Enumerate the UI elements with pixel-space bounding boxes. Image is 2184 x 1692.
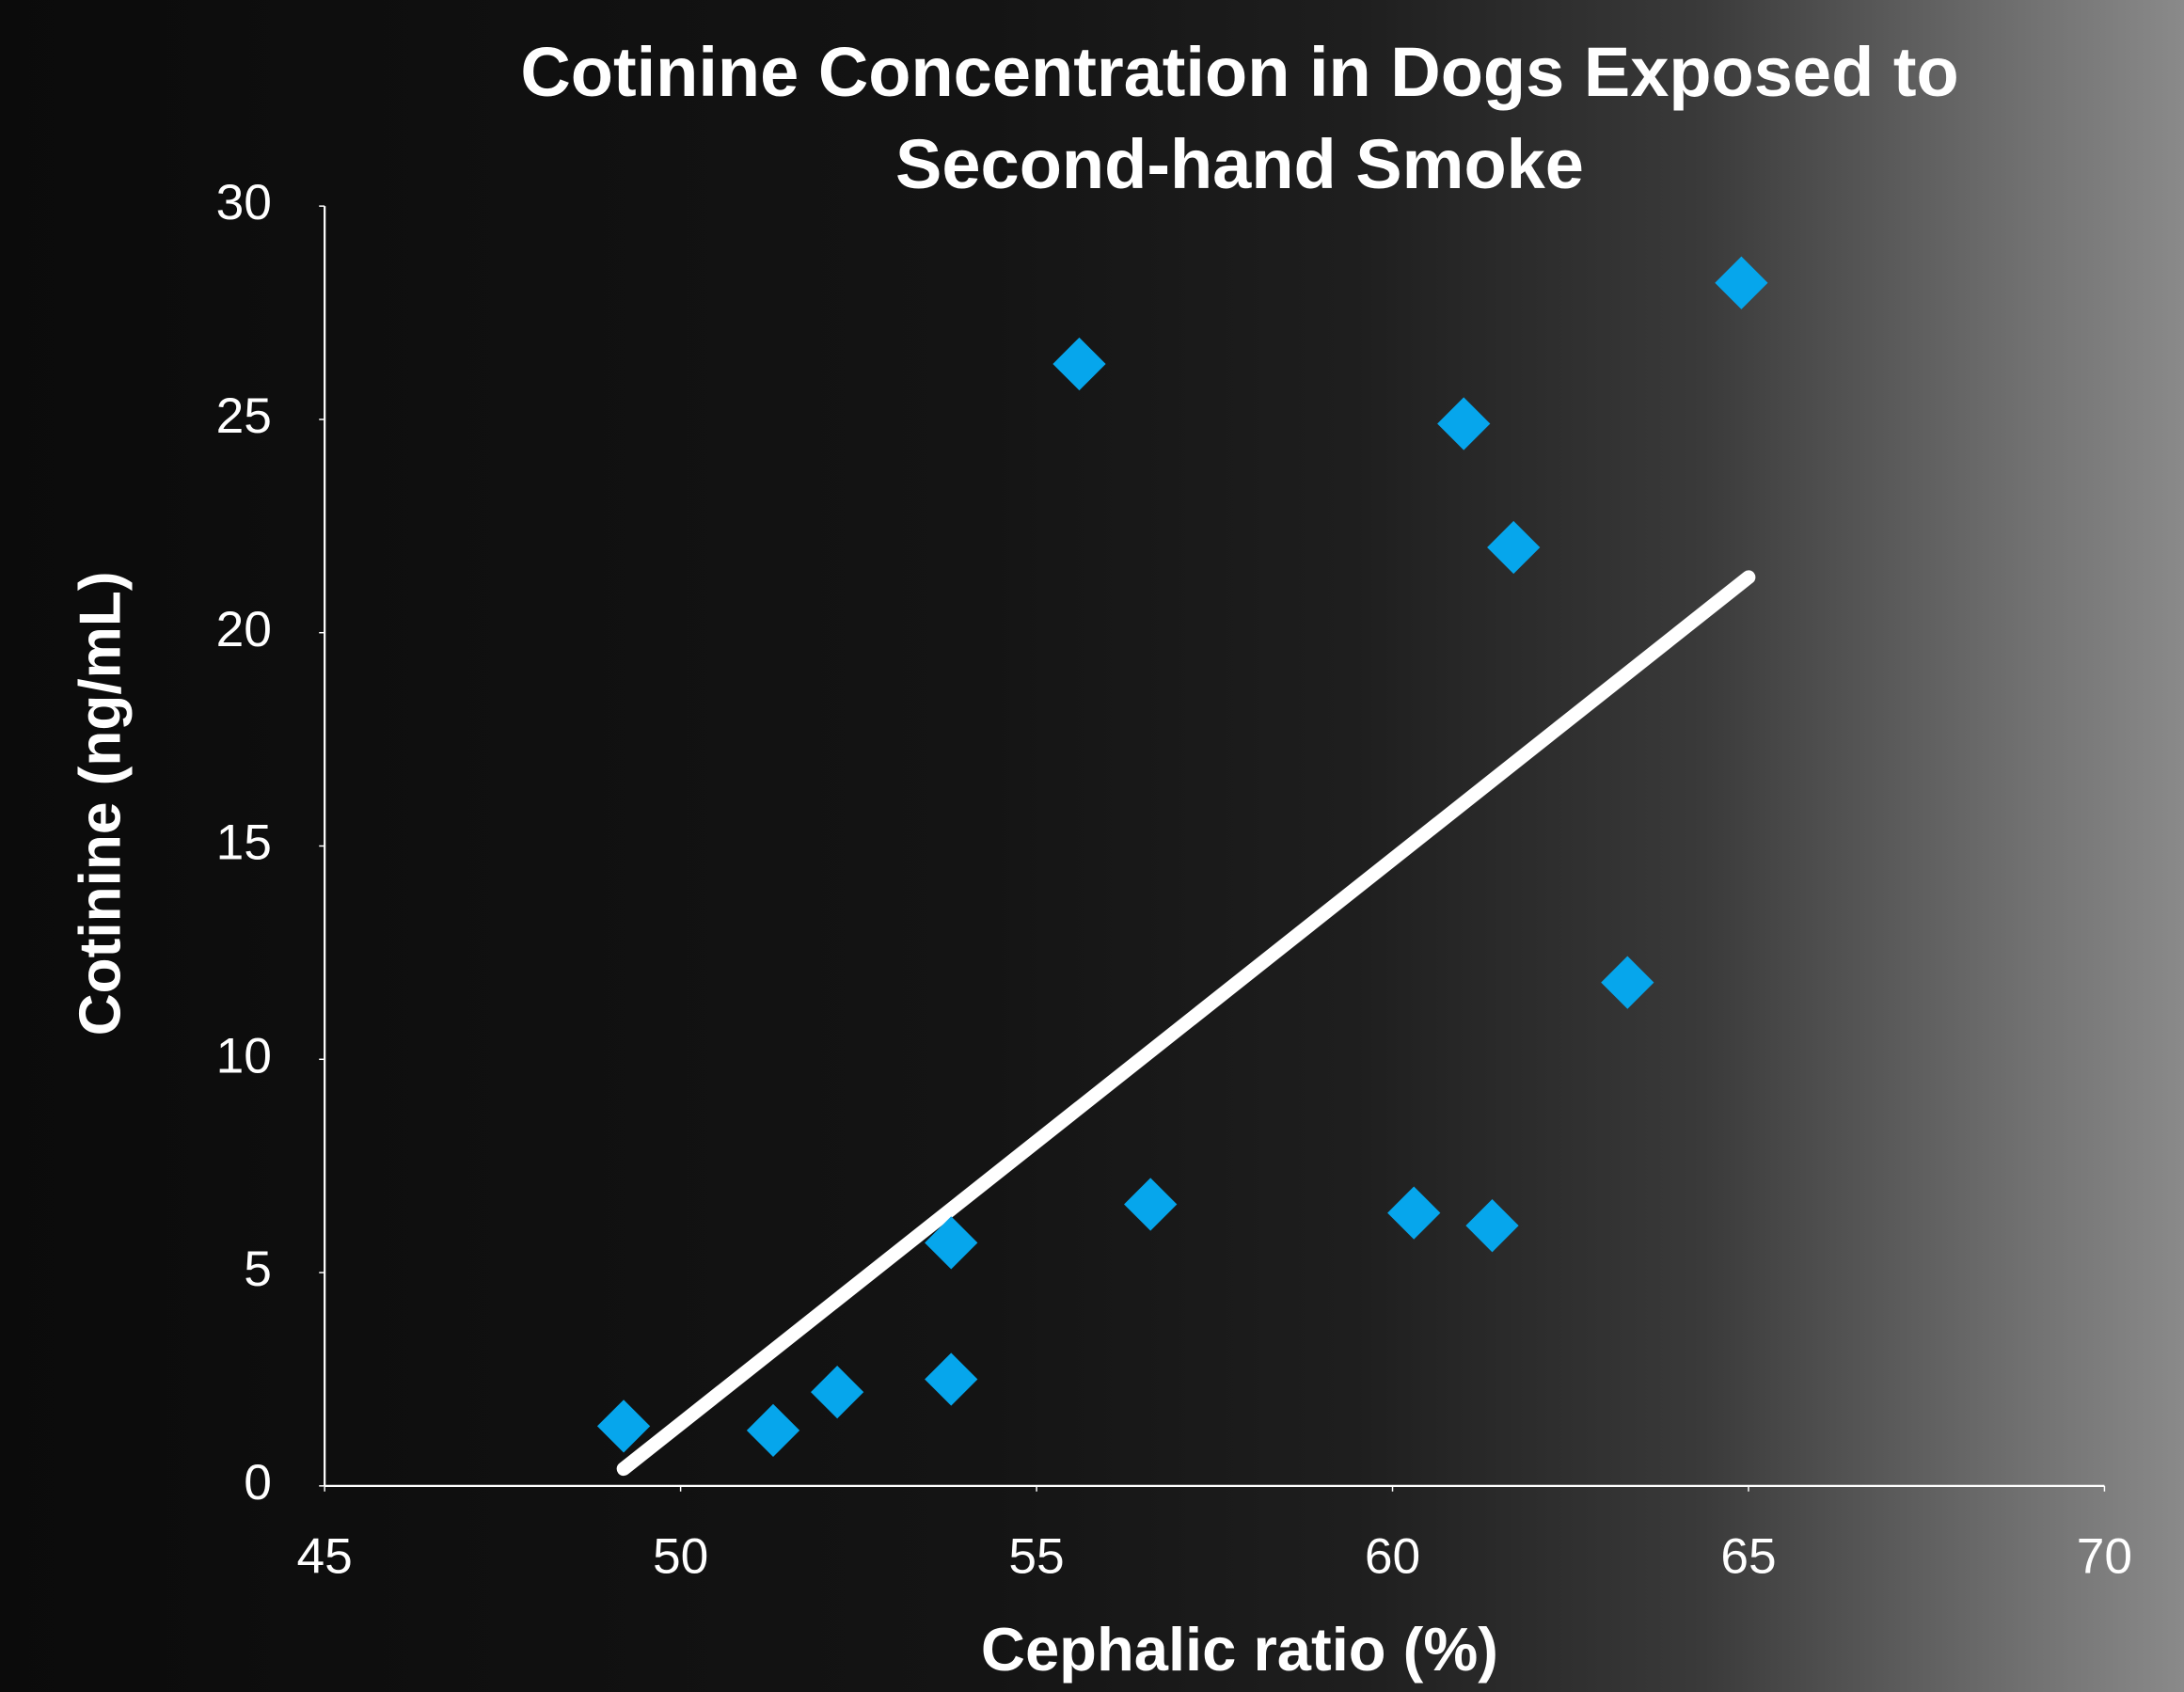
trendline: [624, 577, 1749, 1469]
x-tick-label: 65: [1720, 1528, 1776, 1584]
x-tick-label: 70: [2077, 1528, 2132, 1584]
y-tick-label: 25: [216, 388, 272, 444]
y-tick-label: 0: [244, 1455, 272, 1510]
data-point: [747, 1404, 799, 1457]
y-tick-label: 30: [216, 175, 272, 230]
data-point: [1124, 1178, 1177, 1230]
y-tick-label: 5: [244, 1241, 272, 1297]
slide: Cephalic ratio (%) Cotinine (ng/mL) 0 5 10…: [0, 0, 2184, 1692]
y-tick-label: 15: [216, 815, 272, 871]
data-point: [1437, 397, 1490, 450]
x-axis-label: Cephalic ratio (%): [981, 1615, 1498, 1684]
data-point: [1052, 338, 1105, 390]
data-point: [811, 1366, 863, 1418]
data-point: [1465, 1199, 1518, 1252]
y-axis-label: Cotinine (ng/mL): [69, 571, 134, 1036]
data-point: [1487, 521, 1540, 574]
chart-title: Cotinine Concentration in Dogs Exposed t…: [445, 26, 2034, 211]
x-tick-label: 50: [653, 1528, 708, 1584]
data-point: [1601, 957, 1654, 1009]
y-tick-label: 10: [216, 1028, 272, 1083]
data-point: [1387, 1186, 1440, 1239]
data-point: [925, 1352, 977, 1405]
data-point: [597, 1399, 650, 1452]
data-point: [1715, 257, 1767, 309]
x-tick-label: 60: [1365, 1528, 1420, 1584]
x-tick-label: 45: [297, 1528, 353, 1584]
chart: Cephalic ratio (%) Cotinine (ng/mL) 0 5 10…: [0, 0, 2184, 1692]
x-tick-label: 55: [1008, 1528, 1064, 1584]
y-tick-label: 20: [216, 602, 272, 657]
